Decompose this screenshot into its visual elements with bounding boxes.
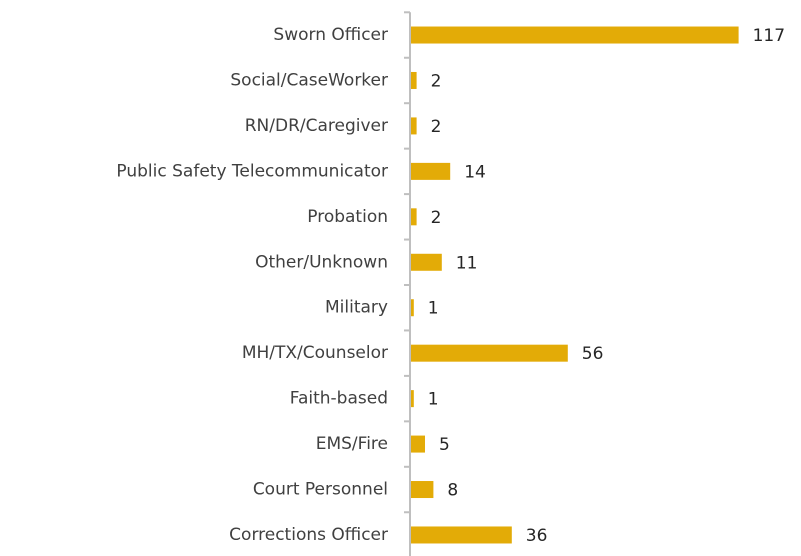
category-label: EMS/Fire	[316, 434, 388, 454]
value-label: 8	[447, 481, 458, 501]
value-label: 2	[431, 71, 442, 91]
bar	[411, 435, 425, 453]
category-label: Sworn Officer	[273, 25, 388, 45]
value-label: 1	[428, 299, 439, 319]
bar	[411, 299, 414, 317]
value-label: 56	[582, 344, 604, 364]
bar	[411, 481, 434, 499]
category-label: Social/CaseWorker	[230, 70, 388, 90]
bar	[411, 526, 512, 544]
value-label: 14	[464, 162, 486, 182]
bar	[411, 162, 451, 180]
category-label: Faith-based	[290, 389, 388, 409]
value-label: 2	[431, 117, 442, 137]
bar	[411, 117, 417, 135]
value-label: 36	[526, 526, 548, 546]
category-label: Court Personnel	[253, 480, 388, 500]
category-label: MH/TX/Counselor	[242, 343, 388, 363]
bar	[411, 26, 739, 44]
bar	[411, 208, 417, 226]
category-label: Military	[325, 298, 388, 318]
value-label: 117	[753, 26, 785, 46]
bar	[411, 344, 568, 362]
category-label: Probation	[307, 207, 388, 227]
value-label: 2	[431, 208, 442, 228]
category-label: RN/DR/Caregiver	[245, 116, 388, 136]
value-label: 11	[456, 253, 478, 273]
category-label: Other/Unknown	[255, 252, 388, 272]
category-label: Public Safety Telecommunicator	[116, 161, 388, 181]
value-label: 1	[428, 390, 439, 410]
value-label: 5	[439, 435, 450, 455]
bar	[411, 390, 414, 408]
bar	[411, 253, 442, 271]
bar	[411, 71, 417, 89]
category-label: Corrections Officer	[229, 525, 388, 545]
